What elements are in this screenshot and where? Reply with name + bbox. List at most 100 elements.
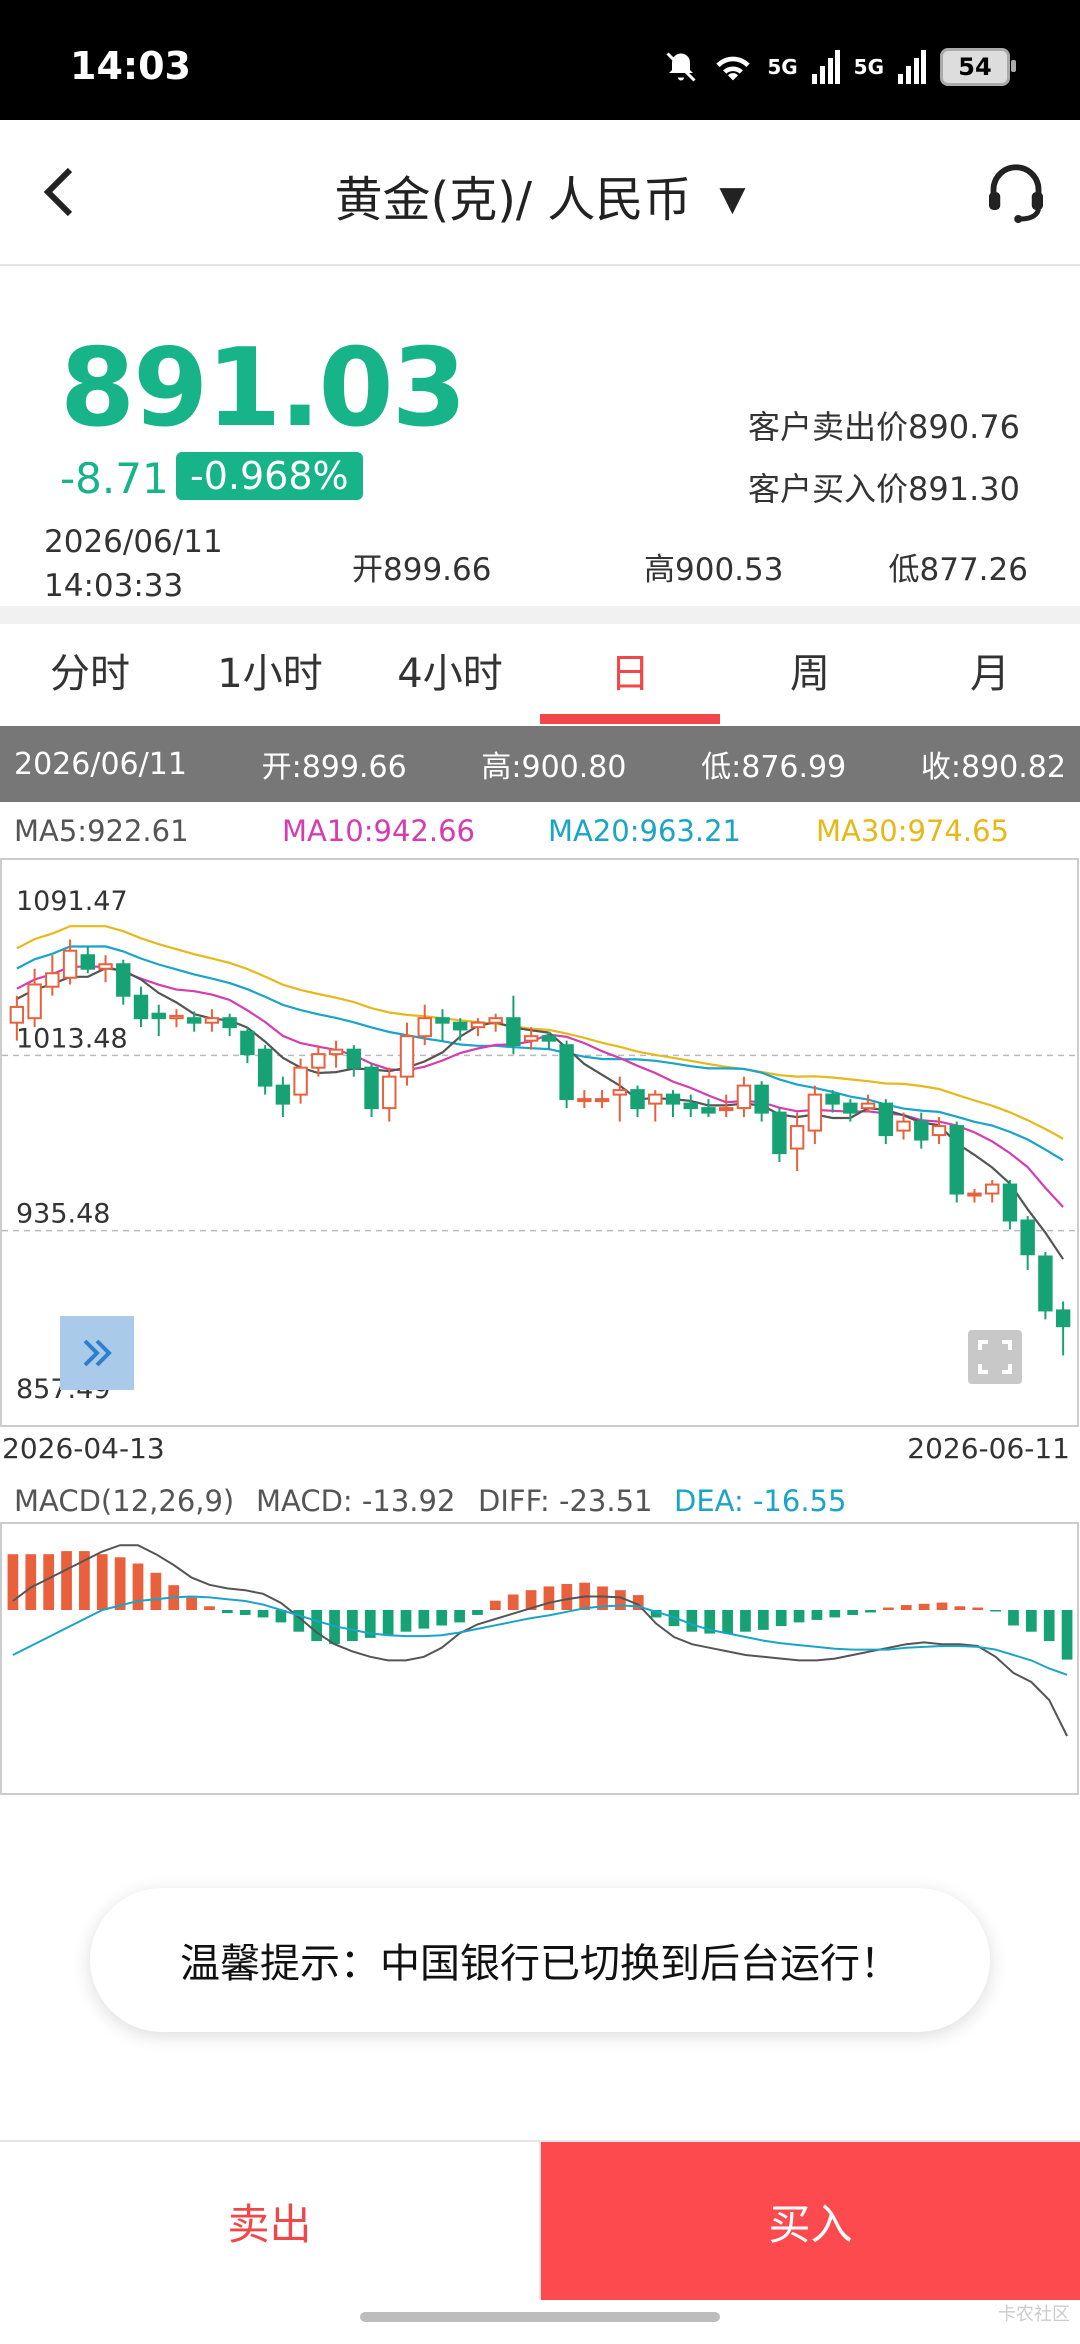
candle — [133, 986, 149, 1028]
candle-body — [506, 1017, 521, 1047]
macd-bar — [704, 1610, 716, 1634]
ma30-value: MA30:974.65 — [816, 814, 1010, 848]
candle — [257, 1045, 273, 1095]
home-indicator[interactable] — [360, 2312, 720, 2322]
candle — [399, 1022, 415, 1086]
headset-icon[interactable] — [980, 156, 1052, 228]
tab-day[interactable]: 日 — [540, 624, 720, 724]
tab-week[interactable]: 周 — [790, 651, 830, 697]
quote-panel: 891.03 -8.71 -0.968% 客户卖出价890.76 客户买入价89… — [0, 266, 1080, 606]
macd-bar — [221, 1610, 233, 1614]
macd-bar — [615, 1590, 626, 1610]
candle — [222, 1013, 237, 1037]
quote-datetime: 2026/06/11 14:03:33 — [44, 520, 223, 608]
status-bar: 14:03 5G 5G 54 — [0, 0, 1080, 120]
customer-buy-price: 客户买入价891.30 — [748, 470, 1020, 508]
candle-body — [683, 1102, 698, 1110]
candle-body — [382, 1075, 397, 1110]
candle — [311, 1045, 326, 1077]
candle — [488, 1013, 503, 1032]
macd-bar — [436, 1610, 448, 1626]
fullscreen-icon[interactable] — [968, 1330, 1022, 1384]
candle-body — [27, 983, 42, 1020]
candle — [470, 1018, 486, 1037]
candle — [204, 1009, 220, 1032]
macd-bar — [61, 1551, 72, 1610]
candle-body — [1055, 1309, 1071, 1328]
tab-4hour[interactable]: 4小时 — [397, 651, 503, 697]
quote-time: 14:03:33 — [44, 568, 184, 604]
macd-bar — [918, 1603, 930, 1610]
tab-intraday[interactable]: 分时 — [50, 651, 130, 697]
macd-bar — [811, 1610, 823, 1620]
macd-bar — [650, 1610, 662, 1618]
candle-body — [452, 1021, 468, 1031]
section-divider — [0, 606, 1080, 624]
macd-bar — [382, 1610, 394, 1635]
ma20-value: MA20:963.21 — [548, 814, 742, 848]
expand-panel-button[interactable] — [60, 1316, 134, 1390]
candle — [27, 968, 42, 1028]
candle-body — [364, 1066, 379, 1110]
candle-body — [1038, 1255, 1053, 1312]
candle-body — [9, 1005, 25, 1024]
macd-bar — [757, 1610, 769, 1630]
macd-bar — [1043, 1610, 1055, 1641]
candle-body — [311, 1053, 326, 1069]
dea-line — [12, 1595, 1068, 1676]
macd-value: MACD: -13.92 — [256, 1484, 456, 1518]
diff-line — [12, 1544, 1068, 1737]
candle — [559, 1040, 574, 1109]
y-tick-label: 935.48 — [16, 1199, 110, 1230]
macd-bar — [132, 1563, 144, 1610]
macd-bar — [472, 1610, 483, 1615]
ohlc-close: 收:890.82 — [920, 750, 1066, 785]
candle-body — [523, 1035, 539, 1042]
candle — [648, 1090, 663, 1122]
candle-body — [878, 1102, 894, 1137]
macd-chart[interactable] — [0, 1522, 1080, 1796]
candle-body — [984, 1183, 1000, 1195]
macd-bar — [489, 1600, 501, 1610]
sell-button[interactable]: 卖出 — [0, 2142, 541, 2300]
candle-body — [240, 1030, 255, 1056]
candle — [45, 955, 60, 996]
macd-bar — [364, 1610, 376, 1638]
candle — [949, 1121, 964, 1203]
macd-bar — [597, 1586, 608, 1610]
candle — [772, 1108, 787, 1163]
candle-body — [789, 1125, 805, 1150]
macd-bar — [561, 1583, 573, 1610]
candle — [151, 1004, 166, 1037]
candle-body — [328, 1048, 344, 1056]
candle-body — [807, 1093, 823, 1132]
candle — [577, 1090, 592, 1109]
quote-open: 开899.66 — [352, 552, 492, 588]
y-tick-label: 1091.47 — [16, 886, 128, 917]
x-axis-end: 2026-06-11 — [907, 1432, 1070, 1465]
nav-bar: 黄金(克)/ 人民币 ▼ — [0, 120, 1080, 266]
macd-bar — [347, 1610, 358, 1641]
current-price: 891.03 — [60, 326, 467, 451]
page-title[interactable]: 黄金(克)/ 人民币 ▼ — [0, 160, 1080, 230]
ma10-value: MA10:942.66 — [282, 814, 476, 848]
back-arrow-icon[interactable] — [28, 160, 92, 224]
diff-value: DIFF: -23.51 — [478, 1484, 653, 1518]
tab-month[interactable]: 月 — [970, 651, 1010, 697]
candle — [293, 1058, 308, 1104]
candle-body — [896, 1120, 911, 1132]
candle — [80, 946, 96, 974]
candle-body — [257, 1048, 273, 1087]
macd-params: MACD(12,26,9) — [14, 1484, 235, 1518]
candle — [878, 1099, 894, 1145]
dea-value: DEA: -16.55 — [674, 1484, 847, 1518]
tab-1hour[interactable]: 1小时 — [217, 651, 323, 697]
buy-button[interactable]: 买入 — [541, 2142, 1080, 2300]
candle — [240, 1027, 255, 1064]
macd-bar — [722, 1610, 733, 1634]
candle-body — [630, 1089, 645, 1110]
candle-body — [45, 972, 60, 988]
trade-actions: 卖出 买入 — [0, 2140, 1080, 2300]
candle — [328, 1040, 344, 1068]
